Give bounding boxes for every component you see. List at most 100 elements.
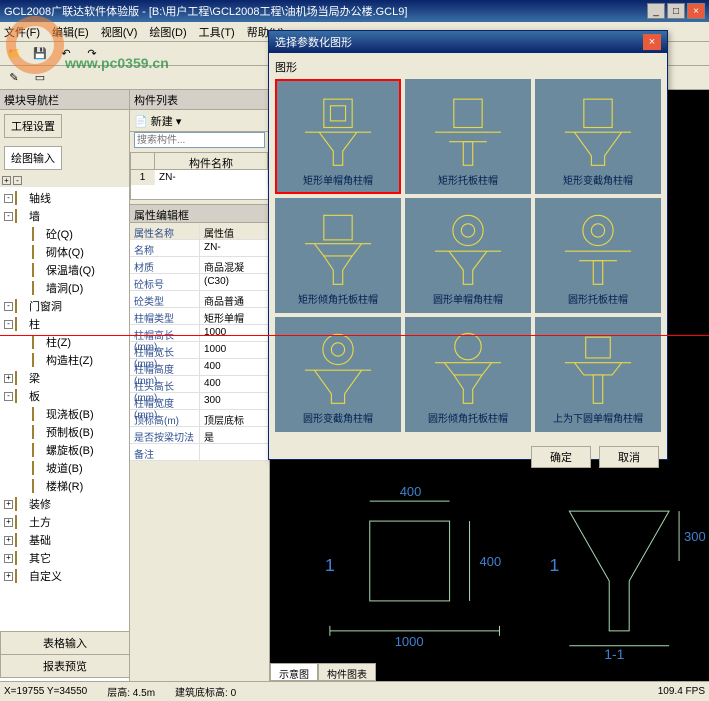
- tree-item[interactable]: -轴线: [2, 189, 127, 207]
- tool-save-icon[interactable]: 💾: [30, 44, 50, 64]
- property-row[interactable]: 柱帽高度(mm)400: [130, 359, 269, 376]
- tree-item[interactable]: 坡道(B): [2, 459, 127, 477]
- menu-view[interactable]: 视图(V): [101, 24, 138, 40]
- ok-button[interactable]: 确定: [531, 446, 591, 468]
- tree-item[interactable]: 砌体(Q): [2, 243, 127, 261]
- tree-item[interactable]: 保温墙(Q): [2, 261, 127, 279]
- expand-icon[interactable]: +: [4, 536, 13, 545]
- tree-item[interactable]: 墙洞(D): [2, 279, 127, 297]
- expand-icon[interactable]: -: [4, 320, 13, 329]
- dialog-titlebar[interactable]: 选择参数化图形 ×: [269, 31, 667, 53]
- expand-icon[interactable]: +: [4, 374, 13, 383]
- tab-project[interactable]: 工程设置: [4, 114, 62, 138]
- property-row[interactable]: 柱帽类型矩形单帽: [130, 308, 269, 325]
- tool-select-icon[interactable]: ▭: [30, 68, 50, 88]
- shape-option[interactable]: 圆形单帽角柱帽: [405, 198, 531, 313]
- tool-undo-icon[interactable]: ↶: [56, 44, 76, 64]
- tree-item[interactable]: 楼梯(R): [2, 477, 127, 495]
- property-row[interactable]: 砼标号(C30): [130, 274, 269, 291]
- shape-option[interactable]: 矩形倾角托板柱帽: [275, 198, 401, 313]
- tab-schematic[interactable]: 示意图: [270, 663, 318, 681]
- menu-tools[interactable]: 工具(T): [199, 24, 235, 40]
- menu-file[interactable]: 文件(F): [4, 24, 40, 40]
- property-row[interactable]: 是否按梁切法是: [130, 427, 269, 444]
- tree-item[interactable]: +基础: [2, 531, 127, 549]
- prop-value[interactable]: 顶层底标: [200, 410, 269, 426]
- minimize-button[interactable]: _: [647, 3, 665, 19]
- component-tree[interactable]: -轴线-墙砼(Q)砌体(Q)保温墙(Q)墙洞(D)-门窗洞-柱柱(Z)构造柱(Z…: [0, 187, 129, 681]
- shape-option[interactable]: 矩形单帽角柱帽: [275, 79, 401, 194]
- list-item[interactable]: 1 ZN-: [131, 170, 268, 185]
- tree-item[interactable]: 现浇板(B): [2, 405, 127, 423]
- expand-icon[interactable]: -: [4, 302, 13, 311]
- expand-icon[interactable]: -: [4, 212, 13, 221]
- shape-option[interactable]: 矩形变截角柱帽: [535, 79, 661, 194]
- expand-icon[interactable]: +: [4, 572, 13, 581]
- prop-value[interactable]: 1000: [200, 325, 269, 341]
- shape-option[interactable]: 圆形托板柱帽: [535, 198, 661, 313]
- collapse-all-button[interactable]: -: [13, 176, 22, 185]
- prop-value[interactable]: 400: [200, 376, 269, 392]
- property-row[interactable]: 砼类型商品普通: [130, 291, 269, 308]
- tool-open-icon[interactable]: 📁: [4, 44, 24, 64]
- component-list[interactable]: 1 ZN-: [130, 170, 269, 200]
- tree-item[interactable]: 砼(Q): [2, 225, 127, 243]
- search-input[interactable]: [134, 132, 265, 148]
- property-row[interactable]: 材质商品混凝: [130, 257, 269, 274]
- expand-icon[interactable]: +: [4, 500, 13, 509]
- tab-drawing[interactable]: 绘图输入: [4, 146, 62, 170]
- close-button[interactable]: ×: [687, 3, 705, 19]
- prop-value[interactable]: 300: [200, 393, 269, 409]
- expand-icon[interactable]: +: [4, 554, 13, 563]
- prop-value[interactable]: 商品混凝: [200, 257, 269, 273]
- prop-value[interactable]: ZN-: [200, 240, 269, 256]
- prop-value[interactable]: 属性值: [200, 223, 269, 239]
- expand-all-button[interactable]: +: [2, 176, 11, 185]
- prop-value[interactable]: 400: [200, 359, 269, 375]
- property-row[interactable]: 柱头高长(mm)400: [130, 376, 269, 393]
- tree-item[interactable]: 预制板(B): [2, 423, 127, 441]
- prop-value[interactable]: 是: [200, 427, 269, 443]
- tree-item[interactable]: +自定义: [2, 567, 127, 585]
- tree-item[interactable]: -墙: [2, 207, 127, 225]
- tree-item[interactable]: +装修: [2, 495, 127, 513]
- property-row[interactable]: 属性名称属性值: [130, 223, 269, 240]
- menu-draw[interactable]: 绘图(D): [149, 24, 186, 40]
- property-row[interactable]: 柱帽宽长(mm)1000: [130, 342, 269, 359]
- tab-table-input[interactable]: 表格输入: [0, 631, 130, 655]
- tool-redo-icon[interactable]: ↷: [82, 44, 102, 64]
- expand-icon[interactable]: -: [4, 392, 13, 401]
- tree-item[interactable]: +其它: [2, 549, 127, 567]
- tree-item[interactable]: 螺旋板(B): [2, 441, 127, 459]
- tool-draw-icon[interactable]: ✎: [4, 68, 24, 88]
- expand-icon[interactable]: +: [4, 518, 13, 527]
- tree-item[interactable]: -板: [2, 387, 127, 405]
- prop-value[interactable]: (C30): [200, 274, 269, 290]
- new-button[interactable]: 📄 新建 ▾: [134, 113, 181, 129]
- dialog-close-button[interactable]: ×: [643, 34, 661, 50]
- prop-value[interactable]: 1000: [200, 342, 269, 358]
- tree-item[interactable]: +梁: [2, 369, 127, 387]
- prop-value[interactable]: 矩形单帽: [200, 308, 269, 324]
- prop-value[interactable]: [200, 444, 269, 460]
- tab-component-chart[interactable]: 构件图表: [318, 663, 376, 681]
- property-row[interactable]: 柱帽宽度(mm)300: [130, 393, 269, 410]
- shape-option[interactable]: 矩形托板柱帽: [405, 79, 531, 194]
- tree-item[interactable]: -门窗洞: [2, 297, 127, 315]
- tree-item[interactable]: -柱: [2, 315, 127, 333]
- tree-item[interactable]: 柱(Z): [2, 333, 127, 351]
- menu-edit[interactable]: 编辑(E): [52, 24, 89, 40]
- shape-option[interactable]: 上为下圆单帽角柱帽: [535, 317, 661, 432]
- property-row[interactable]: 顶标高(m)顶层底标: [130, 410, 269, 427]
- expand-icon[interactable]: -: [4, 194, 13, 203]
- property-row[interactable]: 名称ZN-: [130, 240, 269, 257]
- cancel-button[interactable]: 取消: [599, 446, 659, 468]
- shape-option[interactable]: 圆形变截角柱帽: [275, 317, 401, 432]
- prop-value[interactable]: 商品普通: [200, 291, 269, 307]
- property-row[interactable]: 柱帽高长(mm)1000: [130, 325, 269, 342]
- tree-item[interactable]: 构造柱(Z): [2, 351, 127, 369]
- tree-item[interactable]: +土方: [2, 513, 127, 531]
- maximize-button[interactable]: □: [667, 3, 685, 19]
- shape-option[interactable]: 圆形倾角托板柱帽: [405, 317, 531, 432]
- property-row[interactable]: 备注: [130, 444, 269, 461]
